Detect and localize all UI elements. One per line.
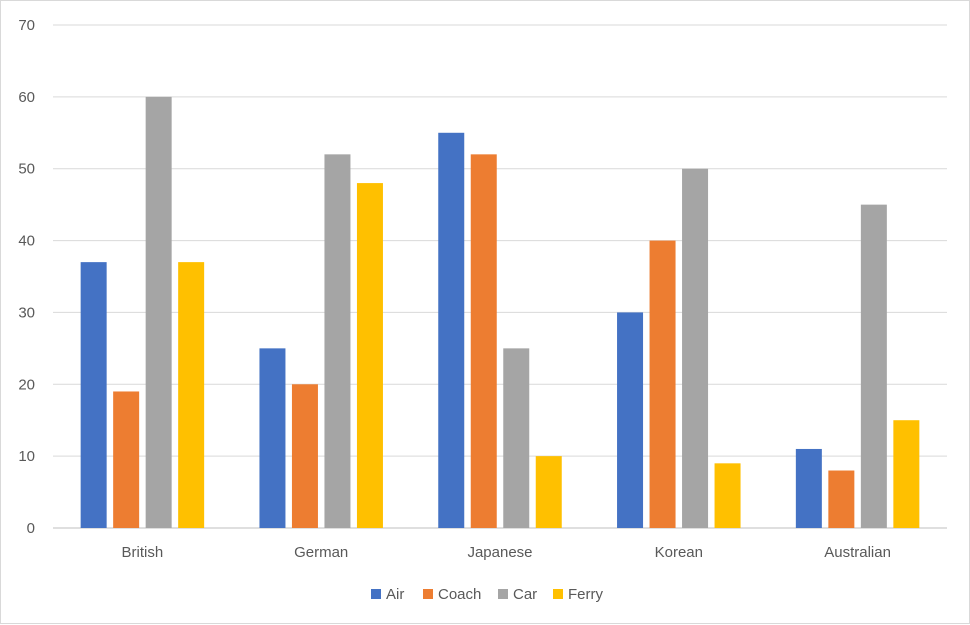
x-category-label: British [122, 544, 164, 561]
bar-ferry-british [178, 262, 205, 528]
legend-swatch [371, 589, 381, 599]
y-tick-label: 70 [18, 17, 35, 34]
y-tick-label: 0 [27, 520, 35, 537]
bar-air-japanese [438, 132, 465, 529]
legend-swatch [553, 589, 563, 599]
bar-air-korean [617, 312, 644, 528]
y-axis-tick-labels: 0 10 20 30 40 50 60 70 [18, 17, 35, 537]
bar-ferry-german [356, 183, 383, 529]
legend-label: Coach [438, 586, 481, 603]
bar-air-british [80, 262, 107, 528]
bar-ferry-australian [893, 420, 920, 528]
bar-ferry-japanese [535, 456, 562, 528]
bar-car-japanese [503, 348, 530, 528]
x-category-label: Australian [824, 544, 891, 561]
y-tick-label: 60 [18, 89, 35, 106]
x-category-label: Japanese [467, 544, 532, 561]
legend: Air Coach Car Ferry [371, 586, 603, 603]
legend-swatch [498, 589, 508, 599]
bar-coach-german [291, 384, 318, 528]
bar-car-australian [860, 204, 887, 528]
y-tick-label: 20 [18, 376, 35, 393]
bar-car-british [145, 96, 172, 528]
y-tick-label: 30 [18, 304, 35, 321]
legend-item-coach: Coach [423, 586, 481, 603]
x-category-label: German [294, 544, 348, 561]
x-axis-category-labels: British German Japanese Korean Australian [122, 544, 891, 561]
bar-car-german [324, 154, 351, 529]
x-category-label: Korean [655, 544, 703, 561]
bar-coach-korean [649, 240, 676, 529]
bar-coach-australian [828, 470, 855, 528]
bar-ferry-korean [714, 463, 741, 528]
y-tick-label: 50 [18, 161, 35, 178]
bar-car-korean [682, 168, 709, 528]
legend-label: Air [386, 586, 404, 603]
y-tick-label: 40 [18, 233, 35, 250]
bar-air-german [259, 348, 286, 528]
legend-item-air: Air [371, 586, 404, 603]
legend-label: Ferry [568, 586, 603, 603]
legend-item-ferry: Ferry [553, 586, 603, 603]
legend-swatch [423, 589, 433, 599]
legend-item-car: Car [498, 586, 537, 603]
y-tick-label: 10 [18, 448, 35, 465]
bars [80, 96, 920, 529]
bar-air-australian [795, 448, 822, 528]
bar-coach-british [113, 391, 140, 528]
bar-coach-japanese [470, 154, 497, 529]
legend-label: Car [513, 586, 537, 603]
